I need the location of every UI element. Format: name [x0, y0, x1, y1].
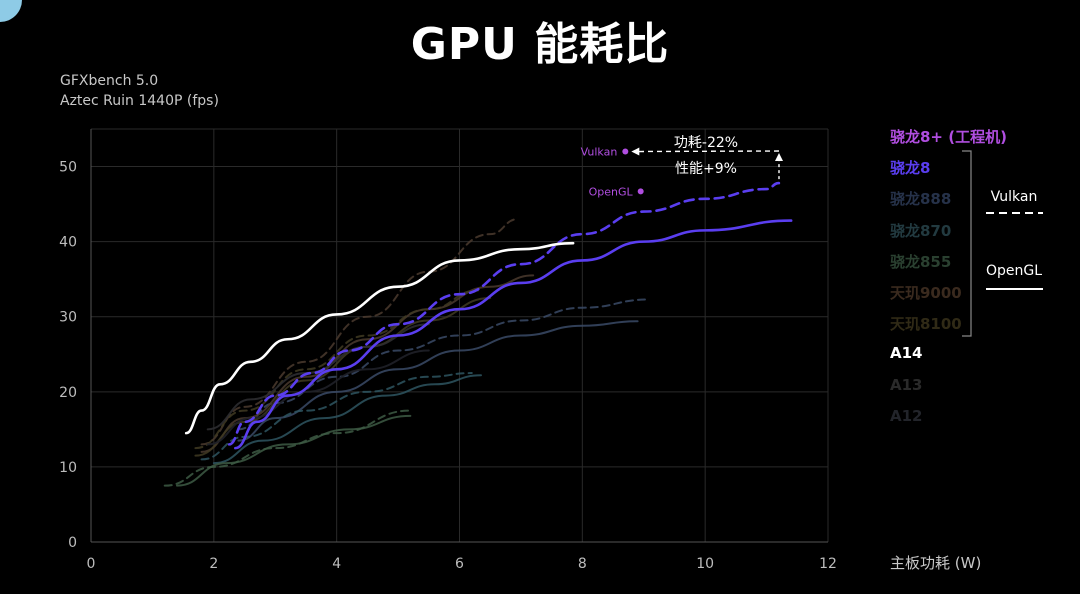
series-line [237, 320, 639, 442]
style-legend-label: Vulkan [991, 189, 1038, 205]
x-tick-label: 10 [696, 556, 714, 572]
x-tick-label: 2 [209, 556, 218, 572]
legend-item: 天玑8100 [890, 315, 962, 334]
perf-arrow-head [775, 153, 783, 161]
annotation-power: 功耗-22% [674, 135, 738, 151]
y-tick-label: 40 [59, 235, 77, 251]
series-line [200, 218, 519, 446]
y-tick-label: 20 [59, 385, 77, 401]
series-line [234, 219, 793, 450]
x-tick-label: 8 [578, 556, 587, 572]
series-line [206, 349, 430, 446]
x-tick-label: 12 [819, 556, 837, 572]
legend-item: 骁龙855 [890, 252, 952, 271]
legend-item: A12 [890, 406, 923, 425]
y-tick-label: 0 [68, 535, 77, 551]
series-line [237, 298, 651, 431]
series-line [184, 241, 575, 435]
legend-bracket [962, 150, 972, 337]
legend-item: 骁龙8+ (工程机) [890, 128, 1007, 146]
legend-item: A14 [890, 344, 923, 363]
series-line [200, 372, 473, 461]
legend-item: 骁龙8 [890, 159, 931, 178]
y-tick-label: 10 [59, 460, 77, 476]
series-line [163, 409, 412, 487]
y-tick-label: 50 [59, 160, 77, 176]
subtitle-test: Aztec Ruin 1440P (fps) [60, 93, 219, 109]
power-arrow-head [631, 147, 640, 156]
legend-item: 天玑9000 [890, 284, 962, 302]
point-marker [637, 188, 644, 195]
legend-item: 骁龙870 [890, 221, 952, 240]
x-tick-label: 6 [455, 556, 464, 572]
point-label: Vulkan [581, 146, 618, 159]
subtitle-benchmark: GFXbench 5.0 [60, 73, 159, 89]
series-line [194, 289, 479, 450]
x-axis-title: 主板功耗 (W) [890, 554, 982, 572]
style-legend-label: OpenGL [986, 263, 1042, 279]
x-tick-label: 0 [87, 556, 96, 572]
legend-item: 骁龙888 [890, 190, 952, 209]
page-title: GPU 能耗比 [410, 19, 670, 70]
series-line [212, 374, 482, 465]
point-label: OpenGL [589, 185, 634, 198]
power-arrow-line [635, 150, 780, 153]
annotation-perf: 性能+9% [675, 161, 737, 177]
y-tick-label: 30 [59, 310, 77, 326]
legend-item: A13 [890, 375, 923, 394]
point-marker [622, 148, 629, 155]
series-line [175, 414, 412, 487]
series-line [227, 181, 781, 446]
x-tick-label: 4 [332, 556, 341, 572]
